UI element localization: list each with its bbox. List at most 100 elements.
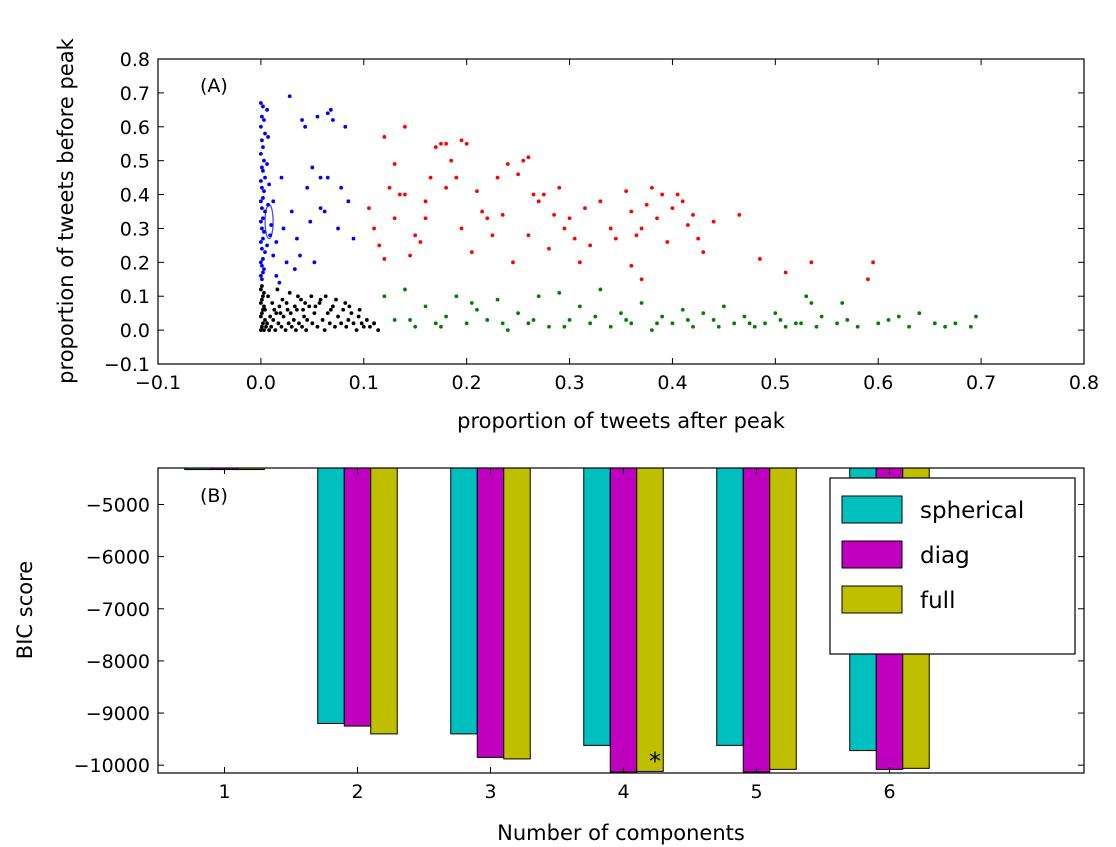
scatter-point	[629, 321, 634, 326]
legend-label-diag: diag	[920, 543, 970, 569]
y-tick-label: 0.2	[120, 252, 150, 274]
scatter-point	[608, 226, 613, 231]
scatter-point	[567, 318, 572, 322]
scatter-point	[742, 314, 747, 319]
scatter-point	[334, 297, 338, 302]
x-tick-label: 0.4	[657, 372, 687, 394]
scatter-point	[660, 314, 665, 319]
scatter-point	[263, 209, 267, 214]
scatter-point	[296, 294, 300, 299]
scatter-point	[258, 240, 263, 244]
scatter-point	[629, 209, 634, 214]
scatter-point	[763, 321, 767, 326]
bar-spherical-3	[450, 467, 478, 735]
scatter-point	[287, 94, 292, 99]
scatter-point	[562, 226, 567, 231]
scatter-point	[547, 324, 551, 329]
scatter-point	[262, 158, 266, 163]
scatter-point	[258, 273, 263, 278]
scatter-point	[547, 246, 551, 251]
scatter-ticks: −0.1−0.1 0.0 0.0 0.1 0.1 0.2 0.2 0.3 0.3 0.4 0.4 0.…	[104, 49, 1099, 394]
scatter-point	[368, 324, 372, 329]
scatter-point	[423, 216, 428, 221]
scatter-point	[261, 321, 265, 326]
scatter-point	[303, 301, 308, 305]
scatter-point	[665, 240, 670, 244]
x-tick-label: 2	[351, 781, 363, 803]
x-tick-label: 0.3	[554, 372, 584, 394]
scatter-point	[281, 314, 286, 319]
scatter-point	[302, 314, 307, 319]
scatter-point	[660, 192, 665, 197]
scatter-point	[655, 216, 659, 221]
scatter-point	[917, 311, 922, 316]
scatter-point	[265, 162, 269, 166]
scatter-point	[480, 209, 484, 214]
bic-legend: spherical diag full	[829, 477, 1076, 655]
scatter-point	[495, 175, 500, 180]
scatter-point	[809, 301, 814, 305]
scatter-point	[265, 243, 269, 248]
scatter-point	[382, 294, 387, 299]
scatter-point	[619, 311, 623, 316]
y-tick-label: 0.3	[120, 218, 150, 240]
scatter-point	[835, 321, 839, 326]
scatter-point	[301, 307, 305, 312]
scatter-point	[260, 246, 264, 251]
scatter-point	[289, 209, 294, 214]
x-tick-label: 0.6	[863, 372, 893, 394]
scatter-axes-frame	[157, 58, 1085, 365]
scatter-point	[932, 321, 937, 326]
scatter-point	[454, 175, 459, 180]
scatter-point	[804, 294, 809, 299]
scatter-point	[711, 318, 716, 322]
scatter-point	[258, 219, 263, 224]
scatter-point	[752, 324, 757, 329]
scatter-point	[318, 206, 323, 211]
scatter-point	[261, 270, 265, 275]
scatter-point	[260, 263, 264, 268]
scatter-point	[526, 233, 531, 238]
scatter-point	[567, 216, 572, 221]
scatter-point	[272, 307, 277, 312]
scatter-point	[536, 199, 541, 204]
scatter-point	[747, 321, 752, 326]
scatter-point	[263, 131, 267, 136]
bar-full-3	[503, 467, 531, 760]
scatter-point	[680, 307, 685, 312]
scatter-point	[737, 212, 742, 217]
x-tick-label: 0.7	[966, 372, 996, 394]
bar-spherical-4	[583, 467, 611, 746]
scatter-point	[261, 104, 265, 109]
x-tick-label: 0.2	[452, 372, 482, 394]
scatter-point	[260, 277, 264, 282]
scatter-point	[273, 328, 278, 333]
scatter-x-axis-label: proportion of tweets after peak	[457, 409, 786, 433]
scatter-point	[262, 328, 266, 333]
bic-bars	[184, 467, 930, 773]
scatter-point	[907, 324, 911, 329]
scatter-point	[260, 324, 264, 329]
scatter-point	[696, 236, 701, 241]
scatter-point	[357, 307, 362, 312]
scatter-point	[263, 175, 267, 180]
scatter-point	[292, 267, 297, 272]
scatter-point	[292, 304, 297, 309]
scatter-point	[593, 314, 598, 319]
scatter-point	[464, 321, 469, 326]
scatter-point	[331, 304, 335, 309]
scatter-point	[300, 324, 304, 329]
scatter-point	[387, 185, 392, 190]
legend-label-spherical: spherical	[920, 498, 1024, 524]
scatter-point	[361, 324, 366, 329]
scatter-point	[284, 260, 289, 265]
scatter-point	[526, 321, 531, 326]
scatter-point	[274, 240, 279, 244]
scatter-point	[799, 321, 803, 326]
scatter-point	[356, 314, 361, 319]
scatter-point	[588, 243, 593, 248]
scatter-point	[283, 328, 288, 333]
scatter-point	[300, 118, 304, 122]
scatter-point	[531, 318, 536, 322]
